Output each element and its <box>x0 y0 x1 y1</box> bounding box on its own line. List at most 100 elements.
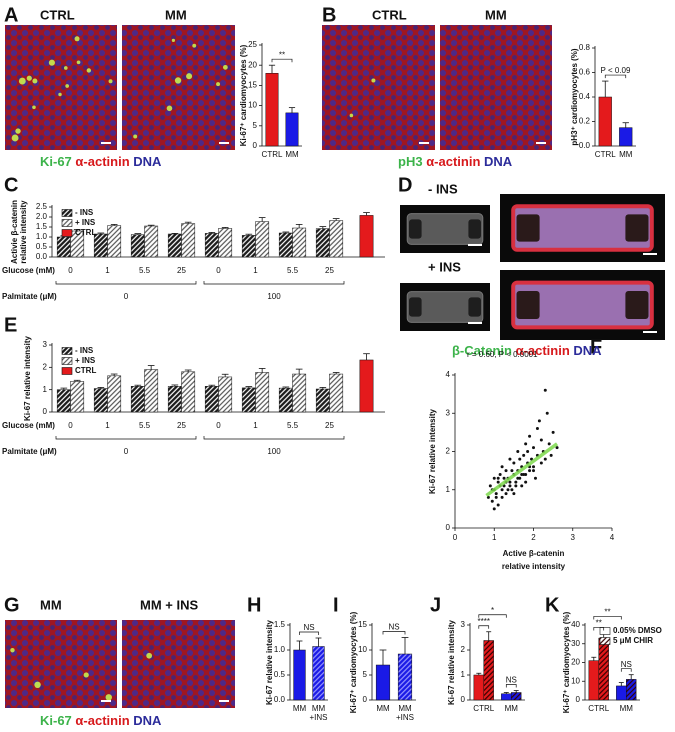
image-label: - INS <box>428 181 458 196</box>
y-tick-label: 1 <box>43 385 48 394</box>
bar <box>315 228 330 258</box>
x-tick-label: +INS <box>396 713 414 722</box>
bar <box>329 220 344 258</box>
error-bar <box>486 631 492 641</box>
y-tick-label: 0.6 <box>579 68 591 77</box>
marker-spot <box>34 681 41 689</box>
panel-letter: B <box>322 4 336 26</box>
marker-spot <box>11 134 19 142</box>
marker-spot <box>63 66 68 70</box>
x-tick-label: CTRL <box>588 704 609 713</box>
bar <box>93 233 108 258</box>
x-axis-label: relative intensity <box>502 562 566 571</box>
bar <box>167 233 182 258</box>
error-bar <box>268 64 276 74</box>
image-label: CTRL <box>40 7 75 22</box>
bar <box>218 376 233 413</box>
point <box>518 457 522 461</box>
bar <box>130 234 145 258</box>
error-bar <box>208 231 216 234</box>
y-axis-label: relative intensity <box>19 200 28 264</box>
stain: β-Catenin <box>452 343 512 358</box>
bar <box>315 388 330 413</box>
error-bar <box>221 373 229 377</box>
bar <box>181 223 196 258</box>
y-tick-label: 5 <box>253 121 258 130</box>
tissue <box>406 213 484 245</box>
tissue <box>406 291 484 323</box>
bar <box>616 685 627 701</box>
y-tick-label: 0.8 <box>579 43 591 52</box>
bar <box>501 693 512 701</box>
bar <box>204 386 219 413</box>
marker-spot <box>133 134 138 139</box>
bar <box>588 660 599 701</box>
marker-spot <box>108 79 113 84</box>
x-tick-label: 4 <box>610 533 615 542</box>
stain-caption: β-Catenin α-actinin DNA <box>452 343 602 358</box>
stain: DNA <box>133 713 162 728</box>
error-bar <box>379 649 387 665</box>
marker-spot <box>86 68 92 73</box>
x-tick-label: 25 <box>325 421 334 430</box>
error-bar <box>221 226 229 229</box>
stain: Ki-67 <box>40 713 72 728</box>
point <box>524 480 528 484</box>
point <box>535 427 539 431</box>
annotation: r = 0.60, P < 0.0001 <box>467 350 538 359</box>
category-title: Glucose (mM) <box>2 266 55 275</box>
y-tick-label: 0.0 <box>274 695 286 704</box>
significance-bracket <box>593 616 622 620</box>
shade <box>5 620 117 708</box>
group-bracket <box>203 436 345 440</box>
y-axis-label: Ki-67 relative intensity <box>265 619 274 704</box>
x-tick-label: 1 <box>253 421 258 430</box>
x-tick-label: 0 <box>68 421 73 430</box>
shade <box>5 25 117 150</box>
point <box>498 472 502 476</box>
bar <box>218 228 233 258</box>
stain: Ki-67 <box>40 154 72 169</box>
y-axis-label: Ki-67⁺ cardiomyocytes (%) <box>562 611 571 713</box>
y-tick-label: 0.0 <box>579 141 591 150</box>
significance-label: NS <box>506 676 517 685</box>
legend-label: + INS <box>75 356 96 365</box>
shade <box>122 620 235 708</box>
error-bar <box>513 690 519 693</box>
point <box>500 488 504 492</box>
stain: pH3 <box>398 154 423 169</box>
x-tick-label: 5.5 <box>287 421 299 430</box>
marker-spot <box>171 38 175 42</box>
y-tick-label: 20 <box>571 658 580 667</box>
micrograph <box>122 620 235 708</box>
micrographs <box>5 25 665 708</box>
error-bar <box>147 224 155 226</box>
x-tick-label: MM <box>620 704 634 713</box>
point <box>520 472 524 476</box>
stain-caption: Ki-67 α-actinin DNA <box>40 154 162 169</box>
significance-label: * <box>491 606 494 615</box>
x-tick-label: MM <box>376 704 390 713</box>
error-bar <box>319 387 327 389</box>
bar <box>598 96 612 147</box>
y-tick-label: 3 <box>446 408 451 417</box>
marker-spot <box>10 648 15 653</box>
x-tick-label: 1 <box>105 421 110 430</box>
x-tick-label: MM <box>312 704 326 713</box>
y-tick-label: 2 <box>446 447 451 456</box>
point <box>508 480 512 484</box>
micrograph <box>5 620 117 708</box>
error-bar <box>208 384 216 387</box>
bar <box>312 646 325 701</box>
significance-label: ** <box>279 50 285 59</box>
x-tick-label: 5.5 <box>139 266 151 275</box>
y-axis-label: Ki-67⁺ cardiomyocytes (%) <box>239 44 248 146</box>
significance-bracket <box>382 631 406 635</box>
image-label: CTRL <box>372 7 407 22</box>
point <box>539 461 543 465</box>
image-label: MM <box>40 597 62 612</box>
marker-spot <box>18 77 26 85</box>
y-axis-label: Ki-67 relative intensity <box>23 335 32 420</box>
error-bar <box>602 80 609 97</box>
